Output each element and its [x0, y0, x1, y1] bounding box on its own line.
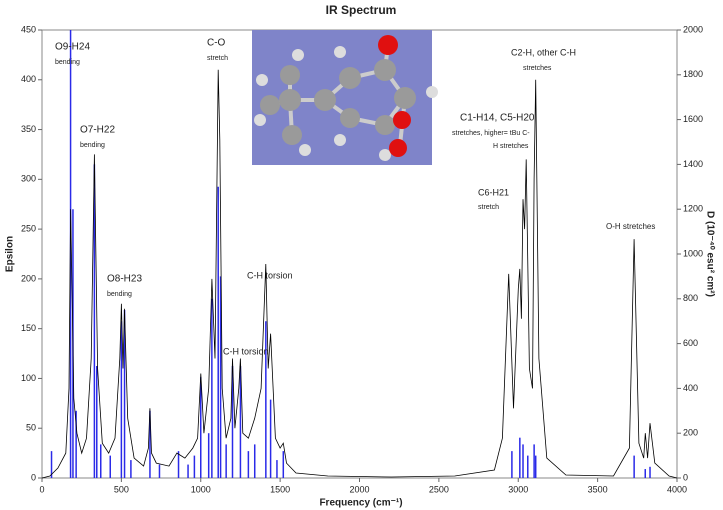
hydrogens: [254, 46, 438, 161]
annotation: O7-H22: [80, 125, 115, 136]
x-tick-label: 500: [114, 484, 129, 494]
annotation: O-H stretches: [606, 222, 655, 231]
oxygens: [378, 35, 411, 157]
y2-tick-label: 1000: [683, 248, 703, 258]
y-tick-label: 50: [26, 423, 36, 433]
y2-tick-label: 800: [683, 293, 698, 303]
y2-tick-label: 200: [683, 428, 698, 438]
y-tick-label: 200: [21, 273, 36, 283]
y-tick-label: 150: [21, 323, 36, 333]
annotation: stretches, higher= tBu C-: [452, 130, 530, 137]
y2-tick-label: 0: [683, 472, 688, 482]
annotation: bending: [107, 291, 132, 298]
y2-tick-label: 2000: [683, 24, 703, 34]
y-tick-label: 300: [21, 174, 36, 184]
x-tick-label: 3000: [508, 484, 528, 494]
y-tick-label: 250: [21, 223, 36, 233]
annotation: stretch: [207, 55, 228, 62]
annotation: O8-H23: [107, 274, 142, 285]
annotation: C-H torsion: [247, 270, 293, 280]
atoms: [260, 59, 416, 145]
x-tick-label: 4000: [667, 484, 687, 494]
spectrum-line: [41, 69, 678, 479]
y2-axis-label: D (10⁻⁴⁰ esu² cm²): [704, 211, 715, 297]
annotation: stretches: [523, 65, 552, 72]
annotation: H stretches: [493, 143, 529, 150]
annotation: C1-H14, C5-H20: [460, 113, 535, 124]
x-tick-label: 1500: [270, 484, 290, 494]
chart-title: IR Spectrum: [326, 3, 397, 17]
x-tick-label: 1000: [191, 484, 211, 494]
y2-tick-label: 1800: [683, 69, 703, 79]
y-tick-label: 350: [21, 124, 36, 134]
x-tick-label: 2000: [349, 484, 369, 494]
annotation: bending: [55, 59, 80, 66]
y-tick-label: 400: [21, 74, 36, 84]
y-tick-label: 0: [31, 472, 36, 482]
y2-tick-label: 1600: [683, 114, 703, 124]
annotation: C2-H, other C-H: [511, 47, 576, 57]
annotation: stretch: [478, 204, 499, 211]
y2-tick-label: 400: [683, 383, 698, 393]
x-tick-label: 0: [39, 484, 44, 494]
y2-tick-label: 600: [683, 338, 698, 348]
x-tick-label: 2500: [429, 484, 449, 494]
y2-tick-label: 1400: [683, 159, 703, 169]
x-tick-label: 3500: [588, 484, 608, 494]
y-axis-label: Epsilon: [5, 236, 16, 272]
y-tick-label: 100: [21, 373, 36, 383]
x-axis-label: Frequency (cm⁻¹): [319, 498, 402, 509]
y-tick-label: 450: [21, 24, 36, 34]
annotation: C6-H21: [478, 187, 509, 197]
molecule-image: [252, 30, 438, 165]
annotation: C-O: [207, 38, 226, 49]
y2-tick-label: 1200: [683, 204, 703, 214]
annotation: bending: [80, 142, 105, 149]
annotation: O9-H24: [55, 42, 90, 53]
annotation: C-H torsion: [223, 346, 269, 356]
